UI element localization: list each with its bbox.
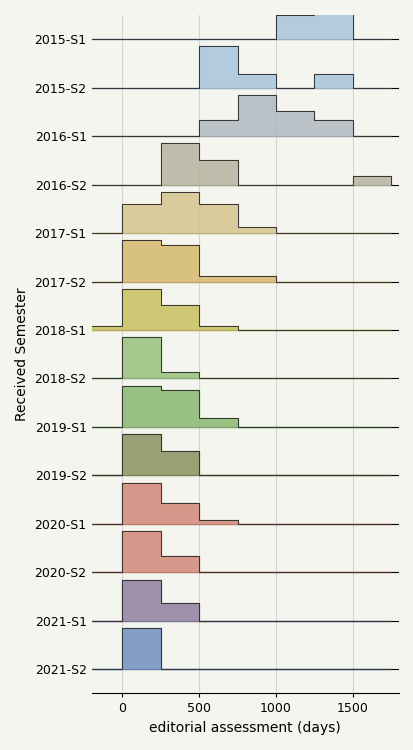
Polygon shape: [84, 338, 390, 379]
Polygon shape: [84, 531, 390, 572]
Polygon shape: [84, 580, 390, 621]
Polygon shape: [84, 0, 390, 39]
Polygon shape: [84, 289, 390, 330]
Polygon shape: [84, 240, 390, 281]
X-axis label: editorial assessment (days): editorial assessment (days): [149, 721, 340, 735]
Polygon shape: [84, 192, 390, 233]
Polygon shape: [84, 95, 390, 136]
Y-axis label: Received Semester: Received Semester: [15, 287, 29, 421]
Polygon shape: [84, 434, 390, 476]
Polygon shape: [84, 628, 390, 669]
Polygon shape: [84, 482, 390, 524]
Polygon shape: [84, 46, 390, 88]
Polygon shape: [84, 143, 390, 184]
Polygon shape: [84, 386, 390, 427]
